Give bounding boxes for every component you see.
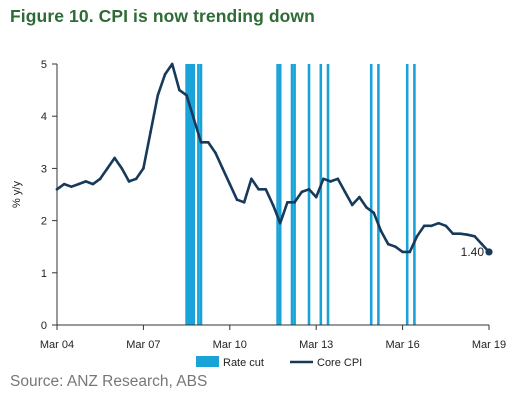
last-value-label: 1.40: [461, 245, 485, 259]
y-tick-label: 3: [41, 163, 47, 175]
core-cpi-point: [358, 195, 361, 199]
core-cpi-point: [379, 229, 383, 233]
cpi-chart: 0 1 2 3 4 5 Mar 04 Mar 07 Mar 10 Mar 13 Mar 16 Mar …: [11, 59, 506, 369]
y-tick-label: 2: [41, 216, 47, 228]
core-cpi-point: [199, 141, 203, 144]
chart-labels: 1.40: [461, 245, 485, 259]
core-cpi-point: [228, 182, 232, 186]
core-cpi-point: [365, 206, 368, 209]
core-cpi-point: [185, 94, 188, 97]
core-cpi-point: [192, 117, 196, 121]
core-cpi-point: [242, 201, 246, 204]
x-tick-label: Mar 10: [213, 339, 247, 351]
core-cpi-point: [386, 242, 390, 246]
core-cpi-point: [178, 88, 181, 92]
core-cpi-point: [156, 94, 160, 97]
x-tick-label: Mar 04: [40, 339, 74, 351]
core-cpi-point: [62, 182, 66, 186]
y-tick-label: 0: [41, 320, 47, 332]
core-cpi-point: [480, 242, 484, 246]
core-cpi-point: [91, 182, 95, 186]
chart-legend: Rate cut Core CPI: [196, 356, 362, 369]
x-tick-label: Mar 07: [126, 339, 160, 351]
figure-title: Figure 10. CPI is now trending down: [10, 6, 315, 26]
core-cpi-point: [70, 185, 73, 188]
y-axis-label: % y/y: [11, 181, 23, 208]
core-cpi-point: [271, 203, 275, 207]
core-cpi-point: [300, 190, 304, 194]
core-cpi-point: [444, 224, 448, 228]
core-cpi-point: [336, 177, 340, 181]
core-cpi-point: [422, 224, 426, 228]
source-note: Source: ANZ Research, ABS: [10, 373, 208, 390]
core-cpi-last-point: [485, 248, 493, 256]
core-cpi-point: [307, 187, 311, 191]
rate-cut-bars: [185, 64, 416, 325]
x-tick-label: Mar 19: [472, 339, 506, 351]
y-tick-label: 5: [41, 59, 47, 71]
x-tick-label: Mar 13: [299, 339, 333, 351]
core-cpi-point: [350, 203, 354, 207]
core-cpi-point: [458, 232, 462, 235]
core-cpi-point: [163, 73, 167, 76]
core-cpi-point: [257, 187, 260, 191]
core-cpi-point: [415, 234, 419, 238]
core-cpi-point: [314, 195, 318, 199]
core-cpi-point: [278, 221, 282, 225]
core-cpi-point: [235, 198, 239, 202]
core-cpi-point: [430, 224, 433, 228]
core-cpi-point: [127, 180, 131, 183]
core-cpi-point: [84, 180, 88, 183]
core-cpi-point: [394, 245, 397, 248]
core-cpi-point: [55, 187, 59, 191]
core-cpi-point: [206, 141, 210, 144]
legend-rate-cut-swatch: [196, 356, 219, 367]
core-cpi-point: [113, 156, 116, 160]
chart-axes: 0 1 2 3 4 5 Mar 04 Mar 07 Mar 10 Mar 13 Mar 16 Mar …: [11, 59, 506, 351]
core-cpi-point: [401, 250, 404, 254]
core-cpi-point: [250, 177, 253, 181]
core-cpi-point: [214, 151, 217, 155]
core-cpi-point: [437, 221, 440, 225]
core-cpi-point: [286, 201, 289, 204]
core-cpi-point: [142, 167, 145, 170]
core-cpi-line: [55, 62, 491, 254]
core-cpi-point: [170, 62, 174, 66]
core-cpi-point: [322, 177, 325, 181]
core-cpi-point: [372, 211, 376, 215]
core-cpi-point: [98, 177, 102, 181]
core-cpi-series: [55, 62, 493, 256]
core-cpi-point: [466, 233, 469, 236]
core-cpi-point: [408, 250, 412, 254]
core-cpi-point: [134, 177, 138, 181]
core-cpi-point: [149, 130, 152, 134]
x-tick-label: Mar 16: [385, 339, 419, 351]
core-cpi-point: [451, 232, 455, 235]
core-cpi-point: [221, 167, 224, 170]
core-cpi-point: [106, 167, 109, 170]
y-tick-label: 1: [41, 268, 47, 280]
legend-rate-cut-label: Rate cut: [223, 357, 264, 369]
core-cpi-point: [264, 187, 268, 191]
core-cpi-point: [473, 234, 476, 238]
core-cpi-point: [329, 180, 332, 183]
core-cpi-point: [343, 190, 347, 194]
y-tick-label: 4: [41, 111, 47, 123]
core-cpi-point: [77, 182, 80, 186]
core-cpi-point: [293, 201, 296, 204]
legend-core-cpi-label: Core CPI: [317, 357, 362, 369]
core-cpi-point: [120, 167, 124, 170]
